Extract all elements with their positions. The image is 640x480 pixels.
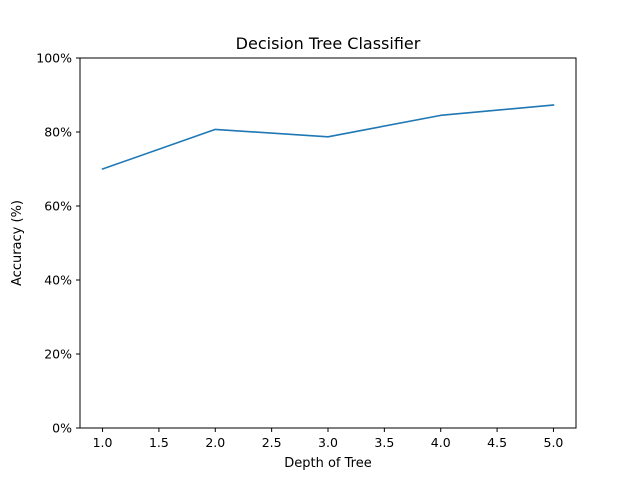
x-axis-ticks: 1.0 1.5 2.0 2.5 3.0 3.5 4.0 4.5 5.0	[93, 428, 564, 450]
x-tick-label: 1.5	[149, 435, 169, 450]
x-tick-label: 1.0	[93, 435, 113, 450]
plot-frame	[79, 57, 577, 429]
y-tick-label: 100%	[36, 51, 72, 66]
x-tick-label: 3.5	[374, 435, 394, 450]
y-tick-label: 40%	[44, 273, 72, 288]
series-layer	[101, 104, 555, 171]
x-tick-label: 4.5	[487, 435, 507, 450]
y-axis-label: Accuracy (%)	[10, 200, 25, 286]
x-tick-label: 2.0	[205, 435, 225, 450]
accuracy-series-line	[101, 104, 555, 171]
y-tick-label: 60%	[44, 199, 72, 214]
x-tick-label: 5.0	[544, 435, 564, 450]
x-tick-label: 3.0	[318, 435, 338, 450]
y-tick-label: 80%	[44, 125, 72, 140]
x-tick-label: 4.0	[431, 435, 451, 450]
x-tick-label: 2.5	[262, 435, 282, 450]
y-tick-label: 20%	[44, 347, 72, 362]
x-axis-label: Depth of Tree	[284, 456, 371, 471]
chart-title: Decision Tree Classifier	[236, 34, 421, 53]
y-tick-label: 0%	[52, 421, 72, 436]
y-axis-ticks: 0% 20% 40% 60% 80% 100%	[36, 51, 80, 436]
